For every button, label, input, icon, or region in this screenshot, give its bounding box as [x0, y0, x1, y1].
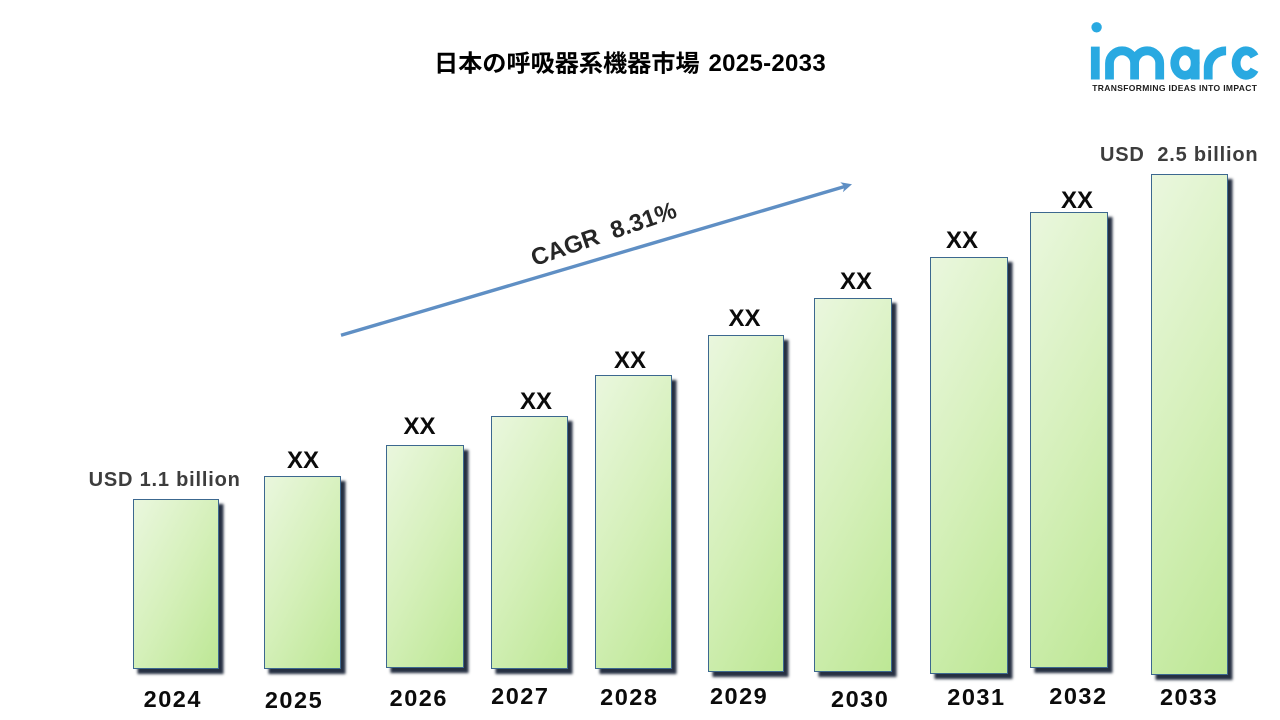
svg-text:TRANSFORMING IDEAS INTO IMPACT: TRANSFORMING IDEAS INTO IMPACT — [1092, 83, 1258, 93]
